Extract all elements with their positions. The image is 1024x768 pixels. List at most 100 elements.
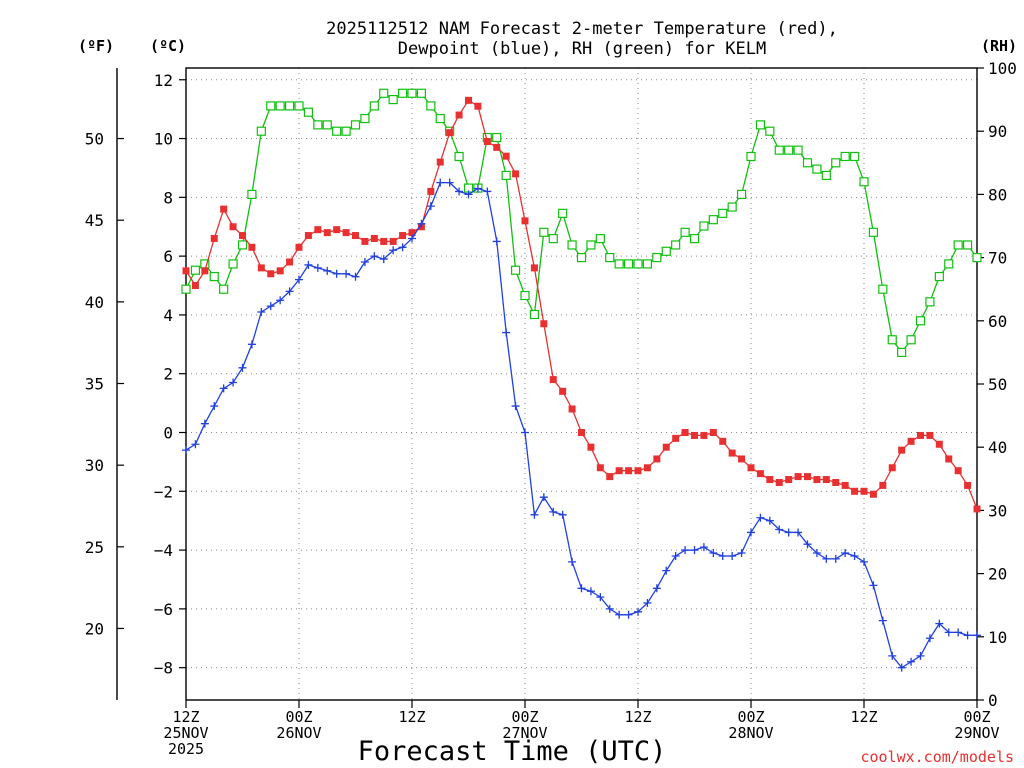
rh-unit-label: (RH) bbox=[981, 37, 1017, 55]
rh-tick-label: 10 bbox=[988, 628, 1007, 647]
rh-point bbox=[661, 246, 671, 256]
chart-title-line-2: Dewpoint (blue), RH (green) for KELM bbox=[398, 39, 766, 59]
dewpoint-point bbox=[624, 610, 633, 619]
rh-point bbox=[736, 189, 747, 199]
temperature-point bbox=[257, 264, 265, 272]
rh-tick-label: 50 bbox=[988, 375, 1007, 394]
rh-point bbox=[228, 259, 238, 269]
dewpoint-point bbox=[285, 287, 294, 296]
rh-point bbox=[727, 202, 737, 212]
temperature-point bbox=[286, 258, 294, 266]
temperature-point bbox=[191, 282, 199, 290]
rh-point bbox=[247, 189, 257, 199]
dewpoint-point bbox=[304, 260, 313, 269]
temperature-point bbox=[653, 455, 661, 463]
plot-frame bbox=[185, 67, 978, 701]
dewpoint-point bbox=[351, 272, 360, 281]
x-tick-label: 26NOV bbox=[276, 724, 321, 742]
fahrenheit-tick-label: 45 bbox=[85, 211, 104, 230]
dewpoint-point bbox=[671, 551, 680, 560]
dewpoint-point bbox=[605, 604, 614, 613]
dewpoint-point bbox=[238, 363, 247, 372]
dewpoint-point bbox=[963, 631, 972, 640]
dewpoint-point bbox=[662, 566, 671, 575]
temperature-point bbox=[945, 455, 953, 463]
dewpoint-point bbox=[502, 328, 511, 337]
temperature-point bbox=[917, 431, 924, 439]
dewpoint-point bbox=[850, 551, 859, 560]
rh-point bbox=[313, 120, 323, 130]
temperature-point bbox=[879, 481, 887, 489]
rh-point bbox=[887, 335, 897, 345]
temperature-point bbox=[239, 232, 246, 240]
rh-point bbox=[539, 227, 549, 237]
celsius-tick-label: 4 bbox=[163, 306, 173, 325]
dewpoint-point bbox=[586, 587, 595, 596]
x-tick-label: 12Z bbox=[850, 708, 877, 726]
rh-point bbox=[567, 240, 577, 250]
temperature-point bbox=[851, 487, 859, 495]
celsius-unit-label: (ºC) bbox=[150, 37, 186, 55]
rh-point bbox=[586, 240, 596, 250]
temperature-line bbox=[185, 99, 978, 510]
fahrenheit-axis: 50 45 40 35 30 25 20 bbox=[85, 68, 124, 700]
temperature-point bbox=[888, 464, 896, 472]
rh-point bbox=[878, 284, 888, 294]
temperature-point bbox=[794, 473, 802, 481]
dewpoint-point bbox=[652, 584, 661, 593]
temperature-point bbox=[333, 226, 341, 234]
dewpoint-point bbox=[784, 528, 793, 537]
rh-point bbox=[868, 227, 879, 237]
rh-point bbox=[897, 347, 907, 357]
dewpoint-point bbox=[436, 178, 445, 187]
dewpoint-point bbox=[794, 528, 803, 537]
temperature-point bbox=[973, 505, 981, 513]
dewpoint-point bbox=[445, 178, 454, 187]
temperature-point bbox=[898, 446, 906, 454]
chart-title-line-1: 2025112512 NAM Forecast 2-meter Temperat… bbox=[326, 19, 838, 39]
dewpoint-point bbox=[935, 619, 944, 628]
temperature-point bbox=[530, 264, 538, 272]
rh-point bbox=[407, 88, 417, 98]
temperature-point bbox=[709, 429, 717, 437]
dewpoint-point bbox=[878, 616, 887, 625]
dewpoint-point bbox=[822, 554, 831, 563]
rh-tick-label: 70 bbox=[988, 249, 1007, 268]
rh-point bbox=[209, 271, 219, 282]
x-axis-title: Forecast Time (UTC) bbox=[358, 736, 667, 767]
rh-point bbox=[633, 259, 643, 269]
dewpoint-point bbox=[295, 275, 303, 284]
celsius-tick-label: −2 bbox=[154, 482, 173, 501]
temperature-point bbox=[728, 449, 736, 457]
dewpoint-point bbox=[634, 607, 642, 616]
dewpoint-point bbox=[775, 525, 784, 534]
temperature-point bbox=[229, 223, 237, 231]
dewpoint-point bbox=[492, 237, 501, 246]
dewpoint-point bbox=[379, 255, 388, 264]
fahrenheit-tick-label: 20 bbox=[85, 619, 104, 638]
temperature-point bbox=[540, 320, 548, 328]
rh-point bbox=[840, 151, 850, 162]
rh-point bbox=[774, 145, 784, 155]
temperature-point bbox=[474, 102, 482, 110]
dewpoint-point bbox=[558, 510, 567, 519]
temperature-point bbox=[625, 467, 633, 475]
temperature-point bbox=[493, 143, 501, 151]
rh-point bbox=[510, 265, 521, 275]
dewpoint-point bbox=[831, 554, 840, 563]
dewpoint-point bbox=[483, 187, 492, 196]
dewpoint-point bbox=[973, 631, 981, 640]
dewpoint-point bbox=[577, 584, 586, 593]
rh-point bbox=[915, 316, 926, 326]
rh-point bbox=[558, 208, 568, 218]
x-tick-label: 2025 bbox=[168, 740, 204, 758]
dewpoint-point bbox=[681, 546, 690, 555]
rh-point bbox=[821, 170, 831, 181]
dewpoint-point bbox=[728, 551, 737, 560]
gridlines bbox=[186, 68, 977, 700]
rh-point bbox=[501, 170, 511, 181]
fahrenheit-unit-label: (ºF) bbox=[78, 37, 114, 55]
celsius-tick-label: 8 bbox=[163, 188, 173, 207]
temperature-point bbox=[954, 467, 962, 475]
